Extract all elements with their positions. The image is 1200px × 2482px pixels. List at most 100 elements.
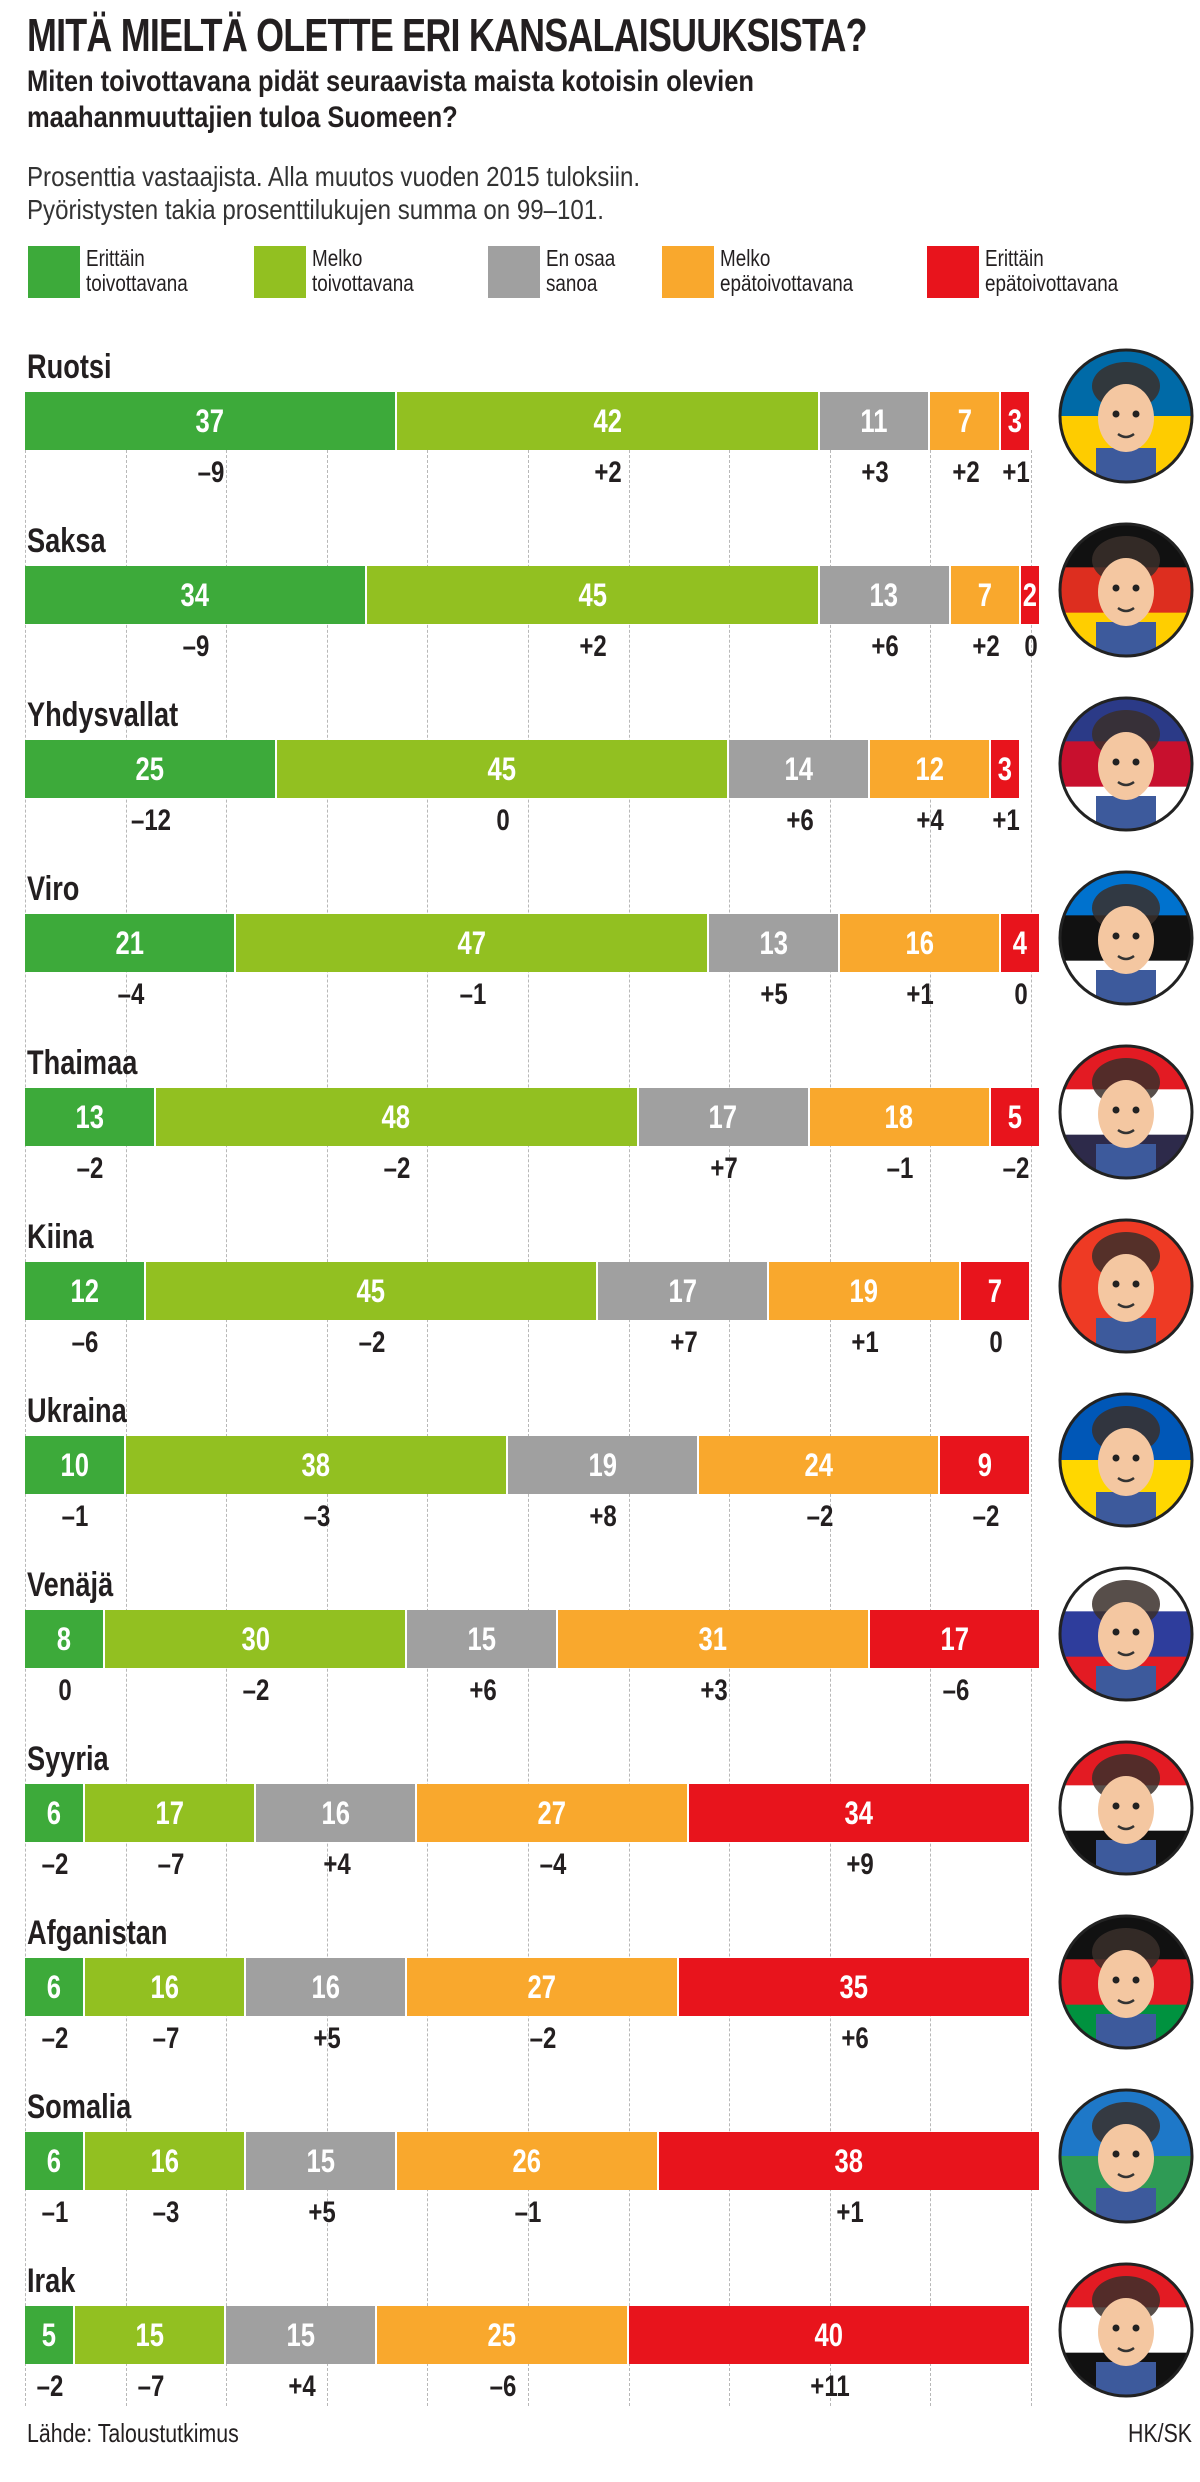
change-label: –2	[1002, 1152, 1030, 1185]
bar-segment: 38	[125, 1436, 508, 1494]
change-label: –2	[77, 1152, 104, 1185]
country-label: Thaimaa	[27, 1044, 138, 1082]
country-label: Kiina	[27, 1218, 94, 1256]
change-label: +4	[287, 2370, 316, 2403]
gridline	[25, 450, 26, 2406]
note-line: Pyöristysten takia prosenttilukujen summ…	[27, 194, 604, 225]
avatar-irak	[1058, 2262, 1194, 2398]
bar-segment: 16	[839, 914, 1001, 972]
bar-value-label: 40	[814, 2316, 844, 2353]
bar-value-label: 25	[135, 750, 164, 787]
bar-value-label: 38	[834, 2142, 864, 2179]
legend-item: Melko epätoivottavana	[662, 246, 950, 298]
bar-segment: 31	[558, 1610, 871, 1668]
source-text: Lähde: Taloustutkimus	[27, 2418, 239, 2448]
bar-segment: 34	[688, 1784, 1031, 1842]
change-label: +4	[323, 1848, 351, 1881]
change-label: +11	[810, 2370, 850, 2403]
bar-segment: 14	[729, 740, 871, 798]
subtitle-line: maahanmuuttajien tuloa Suomeen?	[27, 101, 458, 134]
change-label: 0	[496, 804, 510, 837]
legend-item: Erittäin epätoivottavana	[927, 246, 1200, 298]
chart-subtitle: Miten toivottavana pidät seuraavista mai…	[27, 64, 754, 136]
bar-value-label: 15	[306, 2142, 335, 2179]
bar-value-label: 31	[698, 1620, 728, 1657]
country-label: Viro	[27, 870, 80, 908]
change-label: +8	[589, 1500, 618, 1533]
bar-value-label: 37	[195, 402, 225, 439]
bar-value-label: 18	[884, 1098, 914, 1135]
gridline	[1031, 450, 1032, 2406]
change-label: –3	[303, 1500, 331, 1533]
change-label: –7	[152, 2022, 180, 2055]
avatar-ukraina	[1058, 1392, 1194, 1528]
avatar-yhdysvallat	[1058, 696, 1194, 832]
change-label: –4	[117, 978, 144, 1011]
bar-segment: 27	[417, 1784, 689, 1842]
bar-segment: 45	[276, 740, 730, 798]
country-label: Ukraina	[27, 1392, 127, 1430]
bar-value-label: 19	[849, 1272, 879, 1309]
gridline	[829, 450, 831, 2406]
bar-value-label: 3	[1007, 402, 1023, 439]
change-label: +1	[851, 1326, 879, 1359]
bar-segment: 16	[85, 2132, 247, 2190]
bar-value-label: 24	[804, 1446, 833, 1483]
bar-segment: 8	[25, 1610, 106, 1668]
change-label: –1	[41, 2196, 69, 2229]
change-label: –6	[942, 1674, 969, 1707]
change-label: –2	[36, 2370, 64, 2403]
bar-segment: 5	[990, 1088, 1042, 1146]
bar-value-label: 25	[487, 2316, 517, 2353]
country-label: Irak	[27, 2262, 76, 2300]
bar-value-label: 15	[135, 2316, 164, 2353]
bar-segment: 21	[25, 914, 237, 972]
bar-segment: 19	[507, 1436, 699, 1494]
avatar-afganistan	[1058, 1914, 1194, 2050]
bar-value-label: 34	[180, 576, 210, 613]
legend-swatch	[662, 246, 714, 298]
change-label: +1	[836, 2196, 864, 2229]
bar-segment: 9	[940, 1436, 1031, 1494]
bar-segment: 17	[638, 1088, 810, 1146]
change-label: –3	[152, 2196, 180, 2229]
bar-value-label: 16	[150, 1968, 180, 2005]
bar-value-label: 35	[839, 1968, 869, 2005]
country-label: Somalia	[27, 2088, 132, 2126]
change-label: –2	[383, 1152, 411, 1185]
change-label: –9	[182, 630, 210, 663]
bar-value-label: 16	[311, 1968, 341, 2005]
bar-value-label: 45	[578, 576, 607, 613]
bar-value-label: 13	[869, 576, 899, 613]
change-label: 0	[58, 1674, 72, 1707]
bar-value-label: 4	[1012, 924, 1028, 961]
avatar-ruotsi	[1058, 348, 1194, 484]
bar-segment: 48	[155, 1088, 639, 1146]
bar-value-label: 38	[301, 1446, 330, 1483]
bar-segment: 25	[25, 740, 277, 798]
bar-value-label: 13	[759, 924, 788, 961]
bar-value-label: 48	[381, 1098, 411, 1135]
bar-segment: 16	[246, 1958, 408, 2016]
bar-segment: 13	[25, 1088, 156, 1146]
bar-segment: 13	[709, 914, 840, 972]
change-label: –4	[539, 1848, 567, 1881]
bar-value-label: 34	[844, 1794, 874, 1831]
change-label: +3	[700, 1674, 728, 1707]
bar-segment: 25	[377, 2306, 629, 2364]
change-label: –1	[886, 1152, 914, 1185]
bar-segment: 6	[25, 1958, 86, 2016]
change-label: +6	[785, 804, 814, 837]
legend-item: Erittäin toivottavana	[28, 246, 316, 298]
bar-segment: 38	[658, 2132, 1042, 2190]
change-label: +6	[469, 1674, 497, 1707]
bar-value-label: 7	[987, 1272, 1002, 1309]
bar-segment: 19	[769, 1262, 961, 1320]
change-label: +1	[906, 978, 935, 1011]
gridline	[226, 450, 228, 2406]
bar-segment: 17	[870, 1610, 1042, 1668]
country-label: Afganistan	[27, 1914, 168, 1952]
bar-value-label: 21	[115, 924, 144, 961]
change-label: –2	[243, 1674, 270, 1707]
bar-segment: 47	[236, 914, 710, 972]
